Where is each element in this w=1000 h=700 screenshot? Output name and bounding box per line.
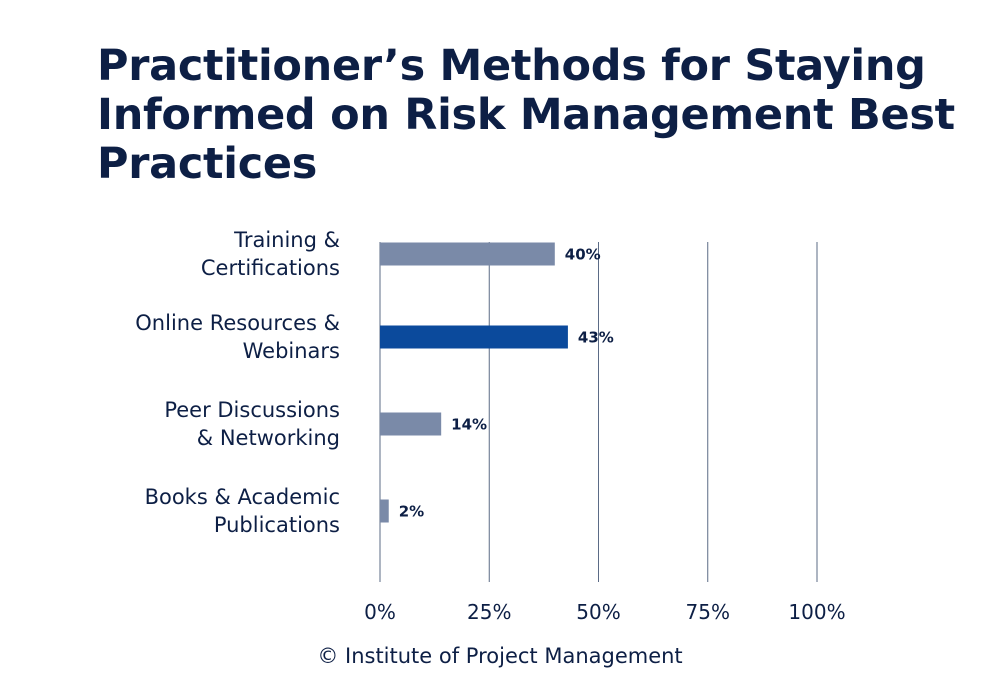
x-tick-label: 50%	[576, 600, 620, 624]
category-label: Books & Academic Publications	[145, 485, 340, 537]
category-label: Peer Discussions & Networking	[164, 398, 340, 450]
bar	[380, 325, 568, 349]
bar-chart: 40% 43% 14% 2% Training & Certifications Onli…	[135, 228, 845, 624]
data-label: 14%	[451, 416, 487, 434]
data-label: 2%	[399, 503, 424, 521]
category-label-line: & Networking	[197, 426, 340, 450]
bar	[380, 242, 555, 266]
chart-title: Practitioner’s Methods for Staying Infor…	[97, 41, 955, 189]
bars: 40% 43% 14% 2%	[380, 242, 614, 523]
bar	[380, 412, 442, 436]
data-label: 43%	[578, 329, 614, 347]
category-label-line: Books & Academic	[145, 485, 340, 509]
x-tick-label: 0%	[364, 600, 396, 624]
gridlines	[379, 242, 818, 582]
category-labels: Training & Certifications Online Resources…	[135, 228, 340, 537]
category-label-line: Certifications	[201, 256, 340, 280]
category-label: Online Resources & Webinars	[135, 311, 340, 363]
x-tick-label: 100%	[788, 600, 845, 624]
category-label-line: Training &	[233, 228, 340, 252]
bar	[380, 499, 389, 523]
category-label-line: Peer Discussions	[164, 398, 340, 422]
x-tick-label: 75%	[686, 600, 730, 624]
category-label-line: Publications	[214, 513, 340, 537]
x-axis-tick-labels: 0% 25% 50% 75% 100%	[364, 600, 845, 624]
data-label: 40%	[565, 246, 601, 264]
x-tick-label: 25%	[467, 600, 511, 624]
category-label-line: Webinars	[243, 339, 340, 363]
copyright-footer: © Institute of Project Management	[317, 644, 683, 668]
category-label-line: Online Resources &	[135, 311, 340, 335]
category-label: Training & Certifications	[201, 228, 340, 280]
